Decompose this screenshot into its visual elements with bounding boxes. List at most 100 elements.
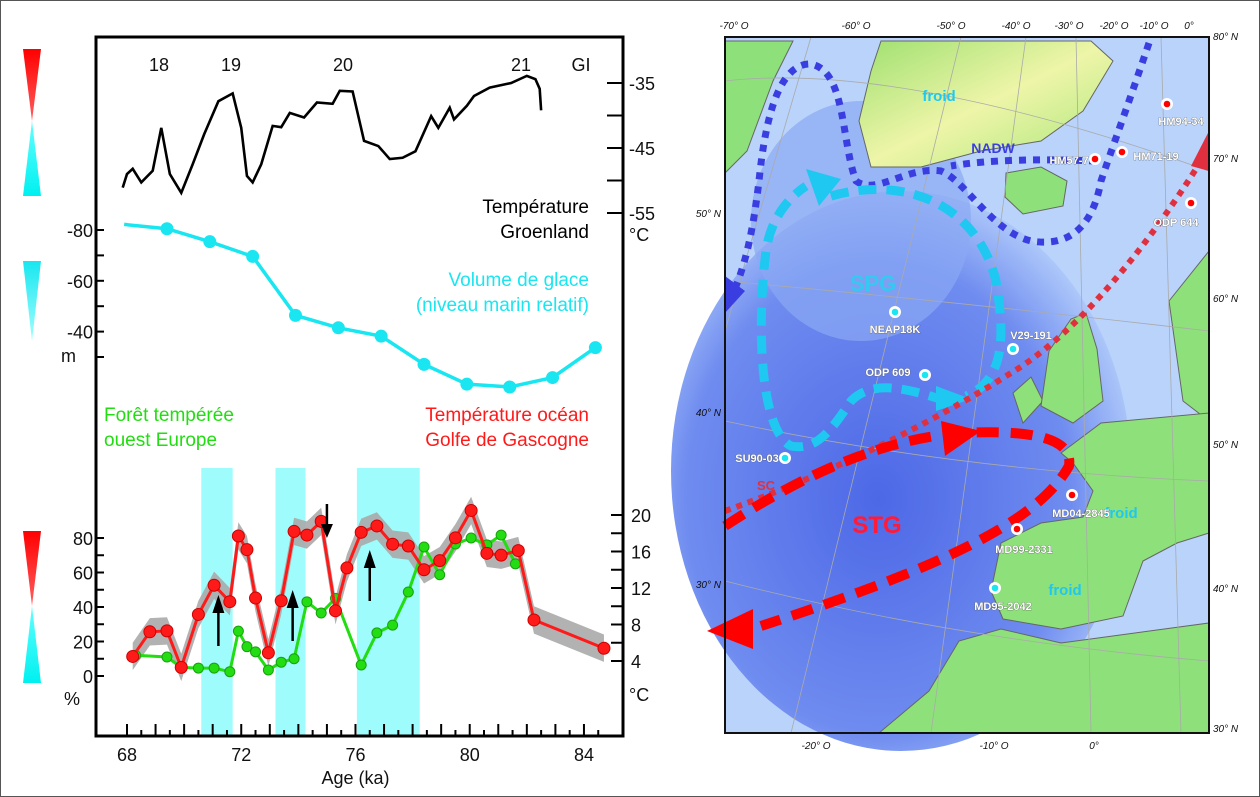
series-label: Température	[482, 197, 589, 218]
nadw-current-branch	[950, 156, 1097, 170]
sc-label: SC	[757, 478, 776, 493]
ice-volume-point	[374, 329, 388, 343]
lon-tick-label: 0°	[1089, 741, 1099, 752]
ocean-temp-point	[464, 503, 478, 517]
ocean-temp-point	[261, 646, 275, 660]
ocean-temp-point	[433, 554, 447, 568]
forest-point	[250, 646, 262, 658]
forest-point	[288, 653, 300, 665]
lat-tick-label: 40° N	[1213, 584, 1239, 595]
percent-tick-label: 20	[73, 633, 93, 653]
ocean-temp-point	[191, 607, 205, 621]
lat-tick-label: 30° N	[1213, 724, 1239, 735]
percent-tick-label: 40	[73, 598, 93, 618]
graticule-line	[724, 36, 812, 332]
lon-tick-label: -20° O	[801, 741, 830, 752]
land-iceland	[1004, 166, 1068, 215]
lon-tick-label: -60° O	[841, 21, 870, 32]
ice-tick-label: -40	[67, 323, 93, 343]
forest-point	[495, 529, 507, 541]
greenland-tick-label: -55	[629, 204, 655, 224]
froid-label: froid	[922, 88, 955, 105]
lat-tick-label: 30° N	[696, 580, 722, 591]
ice-volume-point	[546, 371, 560, 385]
ocean-temp-point	[249, 591, 263, 605]
sc-arrowhead-icon	[1191, 131, 1209, 171]
station-dot	[1009, 345, 1017, 353]
lat-tick-label: 50° N	[696, 209, 722, 220]
lon-tick-label: -20° O	[1099, 21, 1128, 32]
x-axis-label: Age (ka)	[321, 768, 389, 788]
station-label: HM71-19	[1133, 151, 1178, 163]
nadw-label: NADW	[971, 140, 1015, 156]
ocean-temp-point	[386, 537, 400, 551]
greenland-tick-label: -45	[629, 139, 655, 159]
station-dot	[1163, 100, 1171, 108]
percent-tick-label: 0	[83, 667, 93, 687]
forest-point	[161, 651, 173, 663]
interstadial-label: GI	[571, 55, 590, 75]
ice-volume-line	[123, 222, 597, 389]
ocean-temp-point	[597, 641, 611, 655]
station-dot	[1187, 199, 1195, 207]
ocean-temp-point	[401, 539, 415, 553]
warm-cold-indicator-top	[23, 49, 41, 196]
ocean-temp-point	[207, 578, 221, 592]
series-label: ouest Europe	[104, 430, 217, 451]
ocean-temp-unit: °C	[629, 685, 649, 705]
x-tick-label: 76	[345, 745, 365, 765]
warm-cold-indicator-bottom	[23, 531, 41, 683]
series-label: Température océan	[425, 405, 589, 426]
spg-arrowhead-icon	[936, 386, 971, 411]
ocean-temp-tick-label: 20	[631, 506, 651, 526]
ocean-temp-point	[287, 524, 301, 538]
station-label: HM94-34	[1158, 116, 1204, 128]
station-label: HM57-7	[1049, 155, 1088, 167]
ice-volume-point	[203, 235, 217, 249]
stg-current	[722, 427, 1075, 631]
graticule-line	[1075, 36, 1092, 734]
lat-tick-label: 50° N	[1213, 440, 1239, 451]
graticule-line	[724, 580, 1210, 662]
lat-tick-label: 60° N	[1213, 294, 1239, 305]
lat-tick-label: 80° N	[1213, 32, 1239, 43]
graticule-line	[724, 280, 1210, 332]
forest-point	[434, 569, 446, 581]
station-dot	[921, 371, 929, 379]
ocean-temp-point	[126, 649, 140, 663]
nadw-current	[732, 41, 1153, 288]
ice-tick-label: -60	[67, 272, 93, 292]
arrow-up-icon	[363, 550, 376, 568]
spg-current	[756, 182, 1006, 452]
greenland-temp-line	[121, 74, 543, 196]
ice-volume-point	[417, 357, 431, 371]
ocean-temp-point	[370, 519, 384, 533]
station-dot	[1013, 525, 1021, 533]
station-label: NEAP18K	[870, 324, 921, 336]
ocean-temp-point	[160, 624, 174, 638]
ice-volume-point	[588, 341, 602, 355]
ice-unit: m	[61, 346, 76, 366]
forest-point	[387, 619, 399, 631]
ocean-temp-point	[240, 543, 254, 557]
stg-arrowhead-icon	[941, 421, 981, 456]
ocean-temp-tick-label: 8	[631, 616, 641, 636]
ocean-temp-point	[300, 528, 314, 542]
forest-point	[232, 625, 244, 637]
ocean-temp-point	[480, 546, 494, 560]
stg-arrowhead-icon	[707, 609, 753, 649]
graticule-line	[724, 77, 1210, 172]
percent-tick-label: 80	[73, 529, 93, 549]
ocean-temp-point	[511, 544, 525, 558]
lon-tick-label: 0°	[1184, 21, 1194, 32]
ice-volume-indicator	[23, 261, 41, 341]
map-panel: -70° O -60° O -50° O -40° O -30° O -20° O -10°…	[671, 21, 1239, 752]
x-tick-label: 72	[231, 745, 251, 765]
station-label: MD95-2042	[974, 601, 1031, 613]
percent-tick-label: 60	[73, 564, 93, 584]
ocean-temp-point	[274, 594, 288, 608]
series-label: Groenland	[500, 222, 589, 243]
